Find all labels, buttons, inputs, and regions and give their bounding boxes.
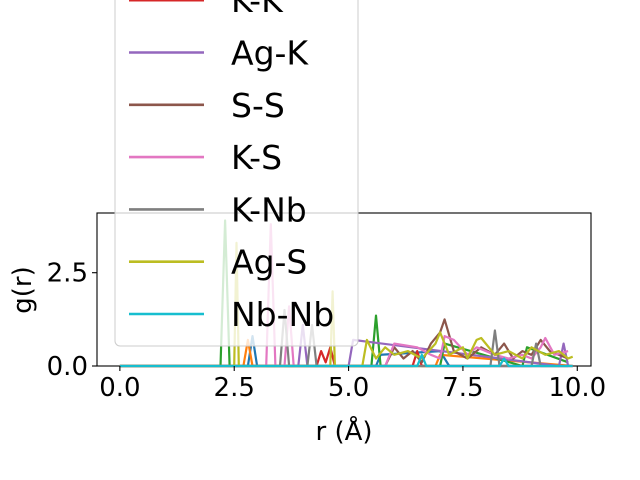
x-axis-label: r (Å) [315, 415, 372, 447]
x-tick-label: 2.5 [214, 373, 255, 403]
legend-label-ag-s: Ag-S [231, 243, 307, 282]
legend-label-ag-k: Ag-K [231, 34, 309, 73]
legend-label-s-s: S-S [231, 86, 285, 125]
x-axis-ticks: 0.0 2.5 5.0 7.5 10.0 [99, 366, 606, 403]
legend: K-K Ag-K S-S K-S K-Nb Ag-S Nb-Nb [114, 0, 359, 347]
legend-label-k-nb: K-Nb [231, 190, 307, 229]
x-tick-label: 10.0 [548, 373, 606, 403]
legend-label-k-k: K-K [231, 0, 284, 20]
x-tick-label: 0.0 [99, 373, 140, 403]
x-tick-label: 7.5 [442, 373, 483, 403]
legend-box [114, 0, 359, 347]
y-tick-label: 0.0 [47, 352, 88, 382]
y-axis-label: g(r) [8, 266, 38, 313]
x-tick-label: 5.0 [328, 373, 369, 403]
y-tick-label: 2.5 [47, 259, 88, 289]
legend-label-k-s: K-S [231, 138, 282, 177]
y-axis-ticks: 0.0 2.5 [47, 259, 97, 382]
legend-label-nb-nb: Nb-Nb [231, 295, 334, 334]
